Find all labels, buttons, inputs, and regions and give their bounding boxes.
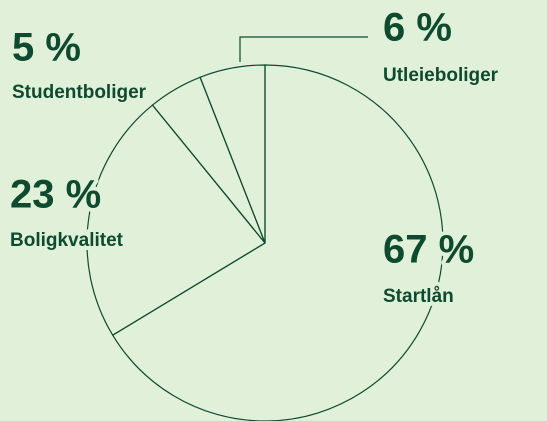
category-label: Startlån xyxy=(383,286,454,307)
value-label: 5 % xyxy=(12,26,81,70)
value-label: 23 % xyxy=(10,173,101,217)
labels: 67 % Startlån 23 % Boligkvalitet 5 % Studentb… xyxy=(6,2,503,311)
category-label: Studentboliger xyxy=(12,82,147,103)
category-label: Utleieboliger xyxy=(383,65,499,86)
value-label: 6 % xyxy=(383,6,452,50)
pie-slice xyxy=(86,104,266,337)
leader-line xyxy=(239,36,368,62)
category-label: Boligkvalitet xyxy=(10,230,124,251)
value-label: 67 % xyxy=(383,228,474,272)
wedges xyxy=(86,64,444,421)
pie-slice xyxy=(111,64,444,421)
pie-slice xyxy=(199,64,266,244)
